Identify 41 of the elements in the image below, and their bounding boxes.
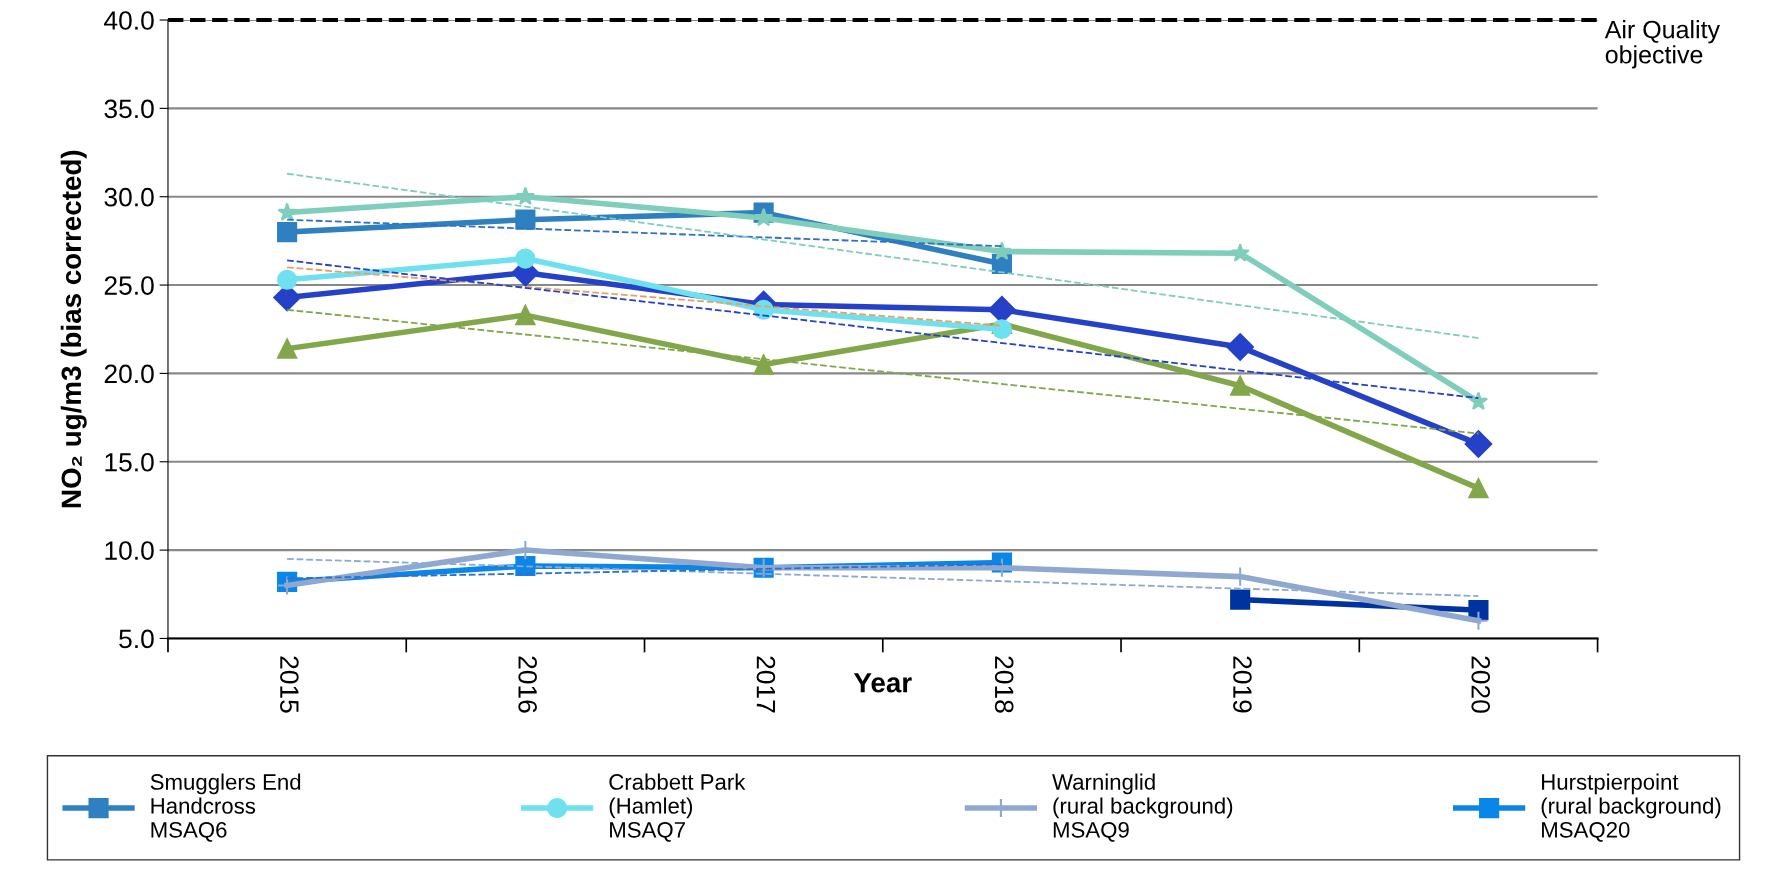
x-tick-label: 2015 [280, 656, 299, 713]
y-tick-label: 35.0 [104, 99, 154, 119]
point [1226, 333, 1254, 361]
point [515, 209, 536, 230]
y-tick-label: 10.0 [105, 541, 154, 560]
x-tick-label: 2017 [756, 656, 776, 713]
point [277, 269, 298, 290]
legend-label: Hurstpierpoint (rural background) MSAQ20 [1541, 773, 1721, 842]
point [1468, 600, 1489, 621]
point [753, 354, 774, 375]
y-tick-label: 25.0 [104, 276, 154, 295]
point [991, 319, 1012, 340]
point [1464, 430, 1493, 458]
point [1230, 375, 1251, 396]
point [515, 186, 535, 206]
point [515, 248, 536, 269]
x-tick-label: 2016 [518, 656, 537, 713]
x-tick-label: 2018 [994, 656, 1014, 713]
x-tick-label: 2020 [1471, 656, 1491, 713]
point [1230, 243, 1250, 262]
point [515, 305, 536, 326]
x-tick-label: 2019 [1233, 656, 1252, 713]
y-tick-label: 15.0 [105, 452, 154, 472]
point [992, 241, 1012, 260]
y-tick-label: 40.0 [104, 11, 154, 30]
point [277, 221, 298, 243]
point [1230, 589, 1251, 610]
y-tick-label: 20.0 [104, 364, 154, 384]
legend-label: Smugglers End Handcross MSAQ6 [150, 773, 301, 842]
point [754, 207, 774, 227]
ref-line-label: Air Quality objective [1604, 20, 1720, 69]
legend-label: Crabbett Park (Hamlet) MSAQ7 [609, 773, 746, 842]
y-tick-label: 30.0 [104, 187, 154, 207]
point [277, 338, 298, 359]
legend-label: Warninglid (rural background) MSAQ9 [1052, 773, 1233, 842]
point [1468, 391, 1489, 411]
y-axis-title: NO₂ ug/m3 (bias corrected) [60, 150, 87, 508]
y-tick-label: 5.0 [119, 629, 154, 649]
point [1468, 478, 1489, 499]
point [277, 202, 297, 221]
x-axis-title: Year [853, 673, 912, 693]
